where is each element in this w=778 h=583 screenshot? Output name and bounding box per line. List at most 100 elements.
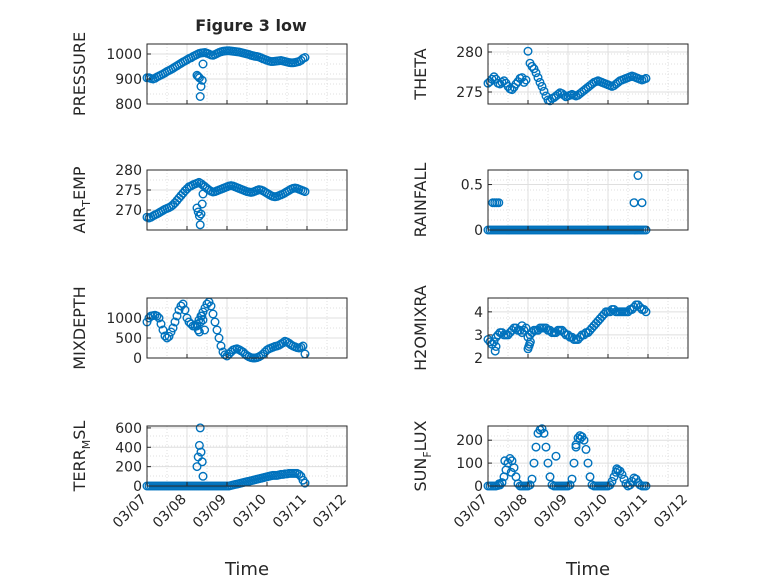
y-tick-label: 0 xyxy=(133,479,142,495)
data-point xyxy=(206,301,216,311)
data-point xyxy=(581,444,591,454)
data-point xyxy=(197,199,207,209)
data-point xyxy=(196,209,206,219)
axes-frame xyxy=(146,297,348,359)
y-tick-label: 200 xyxy=(115,460,142,476)
y-axis-label-main: TERR xyxy=(70,449,89,492)
data-point xyxy=(515,325,525,335)
data-point xyxy=(541,442,551,452)
series-markers xyxy=(142,46,310,101)
data-point xyxy=(198,315,208,325)
y-tick-label: 280 xyxy=(456,45,483,61)
y-tick-label: 0 xyxy=(474,479,483,495)
data-point xyxy=(537,81,547,91)
y-axis-label-main: AIR xyxy=(70,207,89,234)
data-point xyxy=(531,442,541,452)
data-point xyxy=(619,474,629,484)
y-axis-label: AIRTEMP xyxy=(70,166,93,233)
data-point xyxy=(168,323,178,333)
data-point xyxy=(621,479,631,489)
y-axis-label: PRESSURE xyxy=(70,32,89,116)
y-tick-label: 0 xyxy=(474,223,483,239)
y-tick-label: 275 xyxy=(456,85,483,101)
subplot-h2omixra: 2 3 4 H2OMIXRA xyxy=(411,285,689,371)
data-point xyxy=(278,338,288,348)
axes-frame xyxy=(146,169,348,231)
y-axis-label-subscript: T xyxy=(80,200,93,208)
subplot-theta: 275 280 THETA xyxy=(411,43,689,106)
data-point xyxy=(494,479,504,489)
data-point xyxy=(489,337,499,347)
data-point xyxy=(565,480,575,490)
data-point xyxy=(637,198,647,208)
data-point xyxy=(509,463,519,473)
y-tick-label: 500 xyxy=(115,331,142,347)
data-point xyxy=(216,341,226,351)
data-point xyxy=(490,346,500,356)
data-point xyxy=(545,472,555,482)
y-tick-label: 280 xyxy=(115,163,142,179)
data-point xyxy=(506,467,516,477)
y-tick-label: 270 xyxy=(115,203,142,219)
data-point xyxy=(180,305,190,315)
y-tick-label: 1000 xyxy=(106,47,142,63)
data-point xyxy=(194,211,204,221)
y-axis-label: RAINFALL xyxy=(411,163,430,238)
x-axis-label: Time xyxy=(565,559,610,580)
y-axis-label: TERRMSL xyxy=(70,421,93,493)
data-point xyxy=(208,309,218,319)
data-point xyxy=(500,456,510,466)
y-tick-label: 0 xyxy=(133,351,142,367)
data-point xyxy=(300,478,310,488)
data-point xyxy=(178,299,188,309)
y-tick-label: 600 xyxy=(115,421,142,437)
series-markers xyxy=(142,297,310,363)
data-point xyxy=(525,480,535,490)
data-point xyxy=(639,305,649,315)
data-point xyxy=(641,307,651,317)
data-point xyxy=(579,435,589,445)
axes-frame xyxy=(146,43,348,105)
data-point xyxy=(494,198,504,208)
axes-frame xyxy=(487,43,689,105)
y-tick-label: 275 xyxy=(115,183,142,199)
data-point xyxy=(607,476,617,486)
data-point xyxy=(543,458,553,468)
data-point xyxy=(214,333,224,343)
data-point xyxy=(533,73,543,83)
axes-frame xyxy=(487,425,689,487)
axes-frame xyxy=(487,169,689,231)
y-axis-label: SUNFLUX xyxy=(411,420,434,491)
y-tick-label: 3 xyxy=(474,328,483,344)
data-point xyxy=(517,321,527,331)
data-point xyxy=(194,327,204,337)
x-axis-label: Time xyxy=(224,559,269,580)
series-markers xyxy=(483,46,651,106)
y-tick-label: 100 xyxy=(456,456,483,472)
data-point xyxy=(152,311,162,321)
data-point xyxy=(567,474,577,484)
data-point xyxy=(198,471,208,481)
data-point xyxy=(196,81,206,91)
data-point xyxy=(197,311,207,321)
data-point xyxy=(485,337,495,347)
y-tick-label: 4 xyxy=(474,305,483,321)
y-axis-label: THETA xyxy=(411,48,430,100)
data-point xyxy=(583,458,593,468)
data-point xyxy=(197,457,207,467)
data-point xyxy=(569,458,579,468)
y-tick-label: 0.5 xyxy=(461,178,483,194)
y-tick-label: 2 xyxy=(474,351,483,367)
y-axis-label-tail: EMP xyxy=(70,166,89,200)
data-point xyxy=(298,341,308,351)
data-point xyxy=(641,73,651,83)
axes-frame xyxy=(487,297,689,359)
data-point xyxy=(539,86,549,96)
subplot-pressure: 800 900 1000 PRESSURE xyxy=(70,32,348,116)
y-tick-label: 900 xyxy=(115,72,142,88)
axes-frame xyxy=(146,425,348,487)
y-tick-label: 1000 xyxy=(106,311,142,327)
data-point xyxy=(170,317,180,327)
data-point xyxy=(609,472,619,482)
